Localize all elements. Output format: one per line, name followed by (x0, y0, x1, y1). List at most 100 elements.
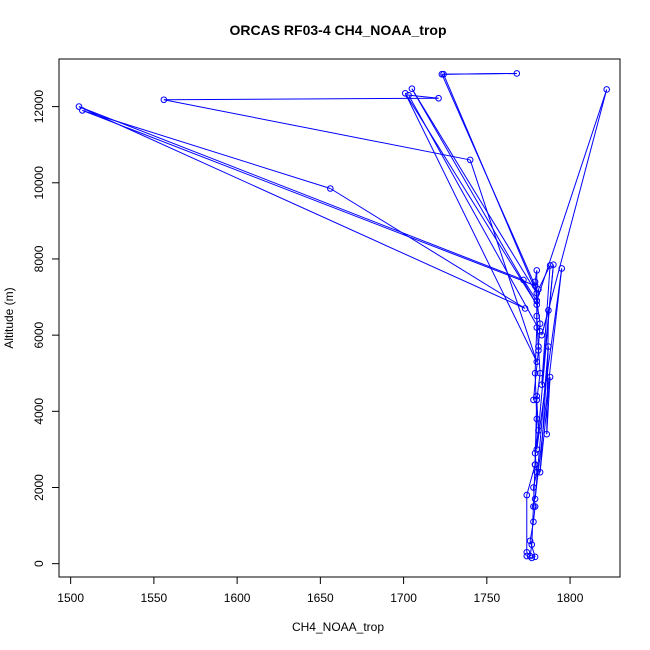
series-segment (443, 74, 538, 294)
data-point (528, 554, 536, 562)
y-tick-label: 0 (32, 560, 46, 567)
data-point (533, 297, 541, 305)
data-point (533, 358, 541, 366)
data-point (533, 312, 541, 320)
data-point (531, 282, 539, 289)
data-point (521, 305, 529, 312)
data-point (523, 491, 531, 499)
y-axis: 0 2000 4000 6000 8000 10000 12000 (32, 90, 60, 567)
data-point (513, 70, 521, 77)
data-point (550, 261, 557, 268)
series-segment (78, 106, 524, 281)
data-point (536, 328, 544, 335)
data-point (530, 396, 537, 404)
data-point (523, 548, 531, 556)
data-point (530, 518, 537, 526)
series-segment (526, 464, 536, 496)
series-segment (408, 94, 541, 332)
data-point (536, 468, 544, 476)
x-tick-label: 1550 (141, 591, 168, 605)
x-axis-label: CH4_NOAA_trop (292, 620, 384, 634)
data-point (401, 89, 409, 97)
data-point (530, 484, 537, 491)
data-point (435, 94, 442, 102)
series-segment (163, 99, 471, 161)
data-point (531, 369, 539, 377)
data-point (327, 185, 334, 192)
x-tick-label: 1500 (57, 591, 84, 605)
series-segment (536, 268, 563, 450)
data-point (546, 373, 554, 381)
data-point (79, 107, 86, 114)
data-point (533, 446, 541, 453)
data-point (75, 103, 83, 110)
y-tick-label: 4000 (32, 398, 46, 425)
data-point (531, 278, 539, 286)
data-point (405, 91, 412, 99)
data-point (603, 86, 610, 93)
data-point (440, 70, 447, 78)
series-segment (536, 89, 608, 302)
series-segment (534, 268, 563, 499)
y-tick-label: 8000 (32, 245, 46, 272)
data-point (535, 286, 542, 293)
x-tick-label: 1600 (224, 591, 251, 605)
x-tick-label: 1800 (557, 591, 584, 605)
data-point (533, 324, 541, 331)
data-point (545, 343, 552, 350)
data-point (531, 495, 539, 503)
data-point (533, 468, 541, 476)
data-point (536, 320, 544, 328)
series-segment (529, 544, 533, 557)
data-point (535, 427, 542, 434)
series-segment (82, 109, 536, 287)
y-tick-label: 6000 (32, 321, 46, 348)
series-segment (404, 93, 538, 363)
y-tick-label: 12000 (32, 90, 46, 124)
data-point (533, 301, 541, 308)
data-point (533, 396, 541, 404)
plot-frame (58, 58, 621, 578)
plot-points (75, 70, 610, 562)
series-segment (532, 464, 536, 507)
y-axis-label: Altitude (m) (2, 287, 16, 348)
series-segment (469, 159, 538, 362)
series-segment (539, 346, 549, 473)
series-segment (408, 94, 439, 99)
series-segment (443, 72, 517, 75)
y-tick-label: 10000 (32, 166, 46, 200)
series-segment (82, 109, 331, 189)
series-segment (163, 97, 439, 101)
data-point (533, 415, 541, 423)
data-point (533, 267, 541, 274)
data-point (160, 96, 168, 104)
data-point (526, 552, 534, 560)
series-segment (523, 279, 538, 302)
data-point (408, 85, 416, 93)
data-point (543, 430, 551, 438)
data-point (531, 461, 539, 468)
data-point (545, 307, 552, 314)
series-segment (330, 188, 526, 309)
y-tick-label: 2000 (32, 474, 46, 501)
series-segment (411, 88, 538, 294)
series-segment (536, 289, 539, 317)
data-point (538, 381, 546, 388)
data-point (531, 553, 539, 561)
series-segment (541, 265, 551, 385)
plot-lines (78, 72, 608, 559)
x-tick-label: 1700 (390, 591, 417, 605)
data-point (466, 156, 474, 164)
data-point (535, 347, 542, 354)
data-point (538, 331, 546, 339)
data-point (546, 262, 554, 269)
series-segment (546, 310, 549, 435)
data-point (531, 449, 539, 457)
series-segment (539, 376, 551, 473)
data-point (533, 289, 541, 297)
series-segment (541, 89, 608, 336)
data-point (530, 503, 537, 510)
series-segment (78, 106, 526, 309)
data-point (528, 541, 536, 548)
